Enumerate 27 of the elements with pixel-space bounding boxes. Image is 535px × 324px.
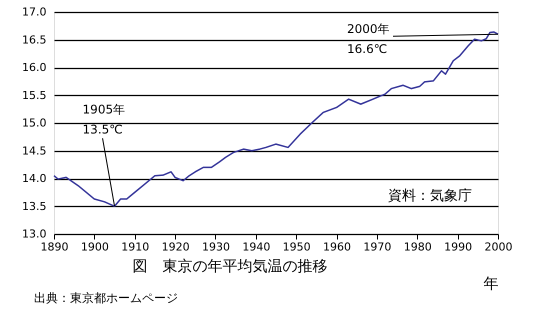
y-tick-label: 16.5 [22,33,46,46]
source-note: 出典：東京都ホームページ [34,291,178,305]
y-tick-label: 17.0 [22,6,46,18]
y-tick-label: 14.0 [22,172,46,185]
annotation: 1905年 13.5℃ [82,102,126,136]
y-tick-label: 14.5 [22,144,46,158]
x-tick-label: 1960 [323,240,352,254]
x-tick-label: 1910 [121,240,150,254]
x-tick-label: 1900 [80,240,109,254]
annotation: 資料：気象庁 [388,188,472,204]
y-tick-label: 13.0 [22,228,46,240]
y-tick-label: 16.0 [22,61,46,74]
x-axis-title: 年 [484,274,498,292]
text: 図 東京の年平均気温の推移 [132,257,328,275]
x-tick-label: 1970 [363,240,392,254]
x-tick-label: 2000 [484,240,512,254]
x-tick-label: 1890 [40,240,68,254]
y-tick-label: 13.5 [22,200,46,213]
x-tick-label: 1930 [202,240,230,254]
x-tick-label: 1980 [404,240,432,254]
annotation: 2000年 16.6℃ [347,22,390,56]
y-tick-label: 15.0 [22,116,46,130]
x-tick-label: 1990 [444,240,472,254]
x-tick-label: 1940 [242,240,270,254]
x-tick-label: 1920 [162,240,190,254]
y-tick-label: 15.5 [22,88,46,102]
x-tick-label: 1950 [282,240,311,254]
